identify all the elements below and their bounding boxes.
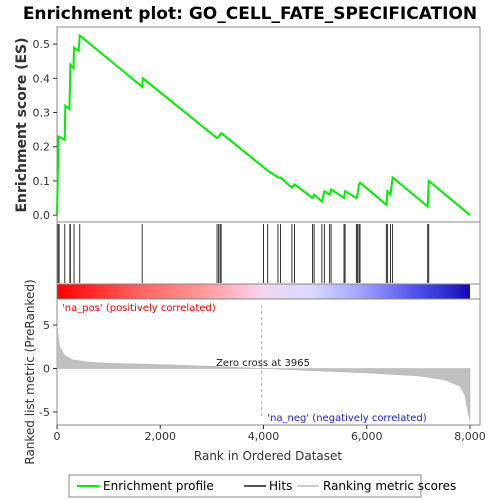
- es-y-tick-label: 0.0: [33, 209, 51, 222]
- x-tick-label: 8,000: [454, 430, 486, 443]
- x-tick-label: 0: [54, 430, 61, 443]
- metric-y-tick-label: -5: [39, 406, 50, 419]
- metric-axis-label: Ranked list metric (PreRanked): [23, 279, 37, 464]
- legend-label-hits: Hits: [269, 479, 292, 493]
- x-tick-label: 6,000: [351, 430, 383, 443]
- es-y-tick-label: 0.3: [33, 107, 51, 120]
- positive-label: 'na_pos' (positively correlated): [62, 303, 216, 314]
- es-y-tick-label: 0.5: [33, 38, 51, 51]
- legend-label-ranking-metric: Ranking metric scores: [323, 479, 456, 493]
- zero-cross-label: Zero cross at 3965: [216, 358, 310, 369]
- x-axis-label: Rank in Ordered Dataset: [194, 449, 342, 463]
- hits-panel: [56, 221, 481, 285]
- enrichment-profile-line: [56, 33, 471, 216]
- x-axis: 0 2,000 4,000 6,000 8,000: [54, 425, 486, 443]
- es-y-tick-label: 0.2: [33, 141, 51, 154]
- rank-color-bar: [56, 283, 481, 300]
- metric-panel: -5 0 5 'na_pos' (positively correlated) Ze…: [23, 279, 481, 465]
- metric-y-tick-label: 0: [43, 363, 50, 376]
- chart-title: Enrichment plot: GO_CELL_FATE_SPECIFICAT…: [23, 4, 477, 24]
- es-axis-label: Enrichment score (ES): [14, 37, 30, 212]
- color-gradient: [57, 284, 470, 299]
- es-y-tick-label: 0.4: [33, 72, 51, 85]
- x-tick-label: 2,000: [145, 430, 177, 443]
- metric-y-axis: -5 0 5: [39, 319, 57, 419]
- es-y-tick-label: 0.1: [33, 175, 51, 188]
- es-y-axis: 0.0 0.1 0.2 0.3 0.4 0.5: [33, 38, 57, 222]
- legend-label-enrichment-profile: Enrichment profile: [103, 479, 214, 493]
- x-tick-label: 4,000: [248, 430, 280, 443]
- legend: Enrichment profile Hits Ranking metric s…: [68, 474, 456, 498]
- es-panel: 0.0 0.1 0.2 0.3 0.4 0.5 Enrichment score (ES): [14, 26, 481, 223]
- es-plot-frame: [56, 26, 481, 223]
- hits-marks: [57, 224, 430, 283]
- hits-frame: [56, 221, 481, 285]
- ranking-metric-area: [56, 325, 471, 421]
- metric-frame: [56, 298, 481, 426]
- negative-label: 'na_neg' (negatively correlated): [267, 413, 426, 424]
- metric-y-tick-label: 5: [43, 319, 50, 332]
